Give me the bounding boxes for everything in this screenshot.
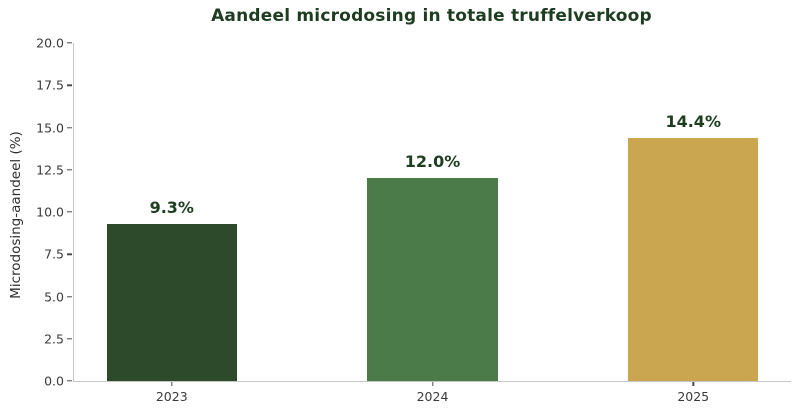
y-tick-mark [67,380,72,382]
y-tick-label: 5.0 [44,289,64,304]
y-tick-label: 2.5 [44,331,64,347]
bar-2024 [367,178,498,381]
y-tick-label: 15.0 [36,120,64,135]
y-tick-label: 17.5 [36,77,64,93]
bar-value-label: 9.3% [149,197,194,217]
y-tick-mark [67,211,72,213]
x-tick-label: 2025 [677,389,710,404]
y-tick-mark [67,338,72,340]
y-tick-label: 12.5 [36,162,64,178]
y-tick-mark [67,126,72,129]
x-tick-label: 2023 [155,389,188,404]
y-tick-mark [67,42,72,44]
y-tick-mark [67,84,72,86]
y-tick-label: 20.0 [36,35,64,51]
bar-value-label: 12.0% [404,152,461,172]
y-tick-mark [67,169,72,171]
x-tick-mark [171,382,173,387]
x-tick-label: 2024 [416,389,449,404]
bar-value-label: 14.4% [665,111,721,131]
y-tick-label: 7.5 [44,246,64,262]
bar-2023 [106,223,237,381]
y-tick-label: 10.0 [36,204,64,220]
plot-area: 0.0 2.5 5.0 7.5 10.0 12.5 15.0 17.5 20.0 9.3% 2023… [36,36,791,404]
bar-2025 [628,137,759,381]
x-tick-mark [692,382,694,387]
y-axis-label-text: Microdosing-aandeel (%) [8,131,24,299]
y-tick-mark [67,295,72,298]
chart-title: Aandeel microdosing in totale truffelver… [211,6,652,26]
y-tick-mark [67,253,72,255]
y-tick-label: 0.0 [44,373,64,389]
x-tick-mark [431,382,434,387]
